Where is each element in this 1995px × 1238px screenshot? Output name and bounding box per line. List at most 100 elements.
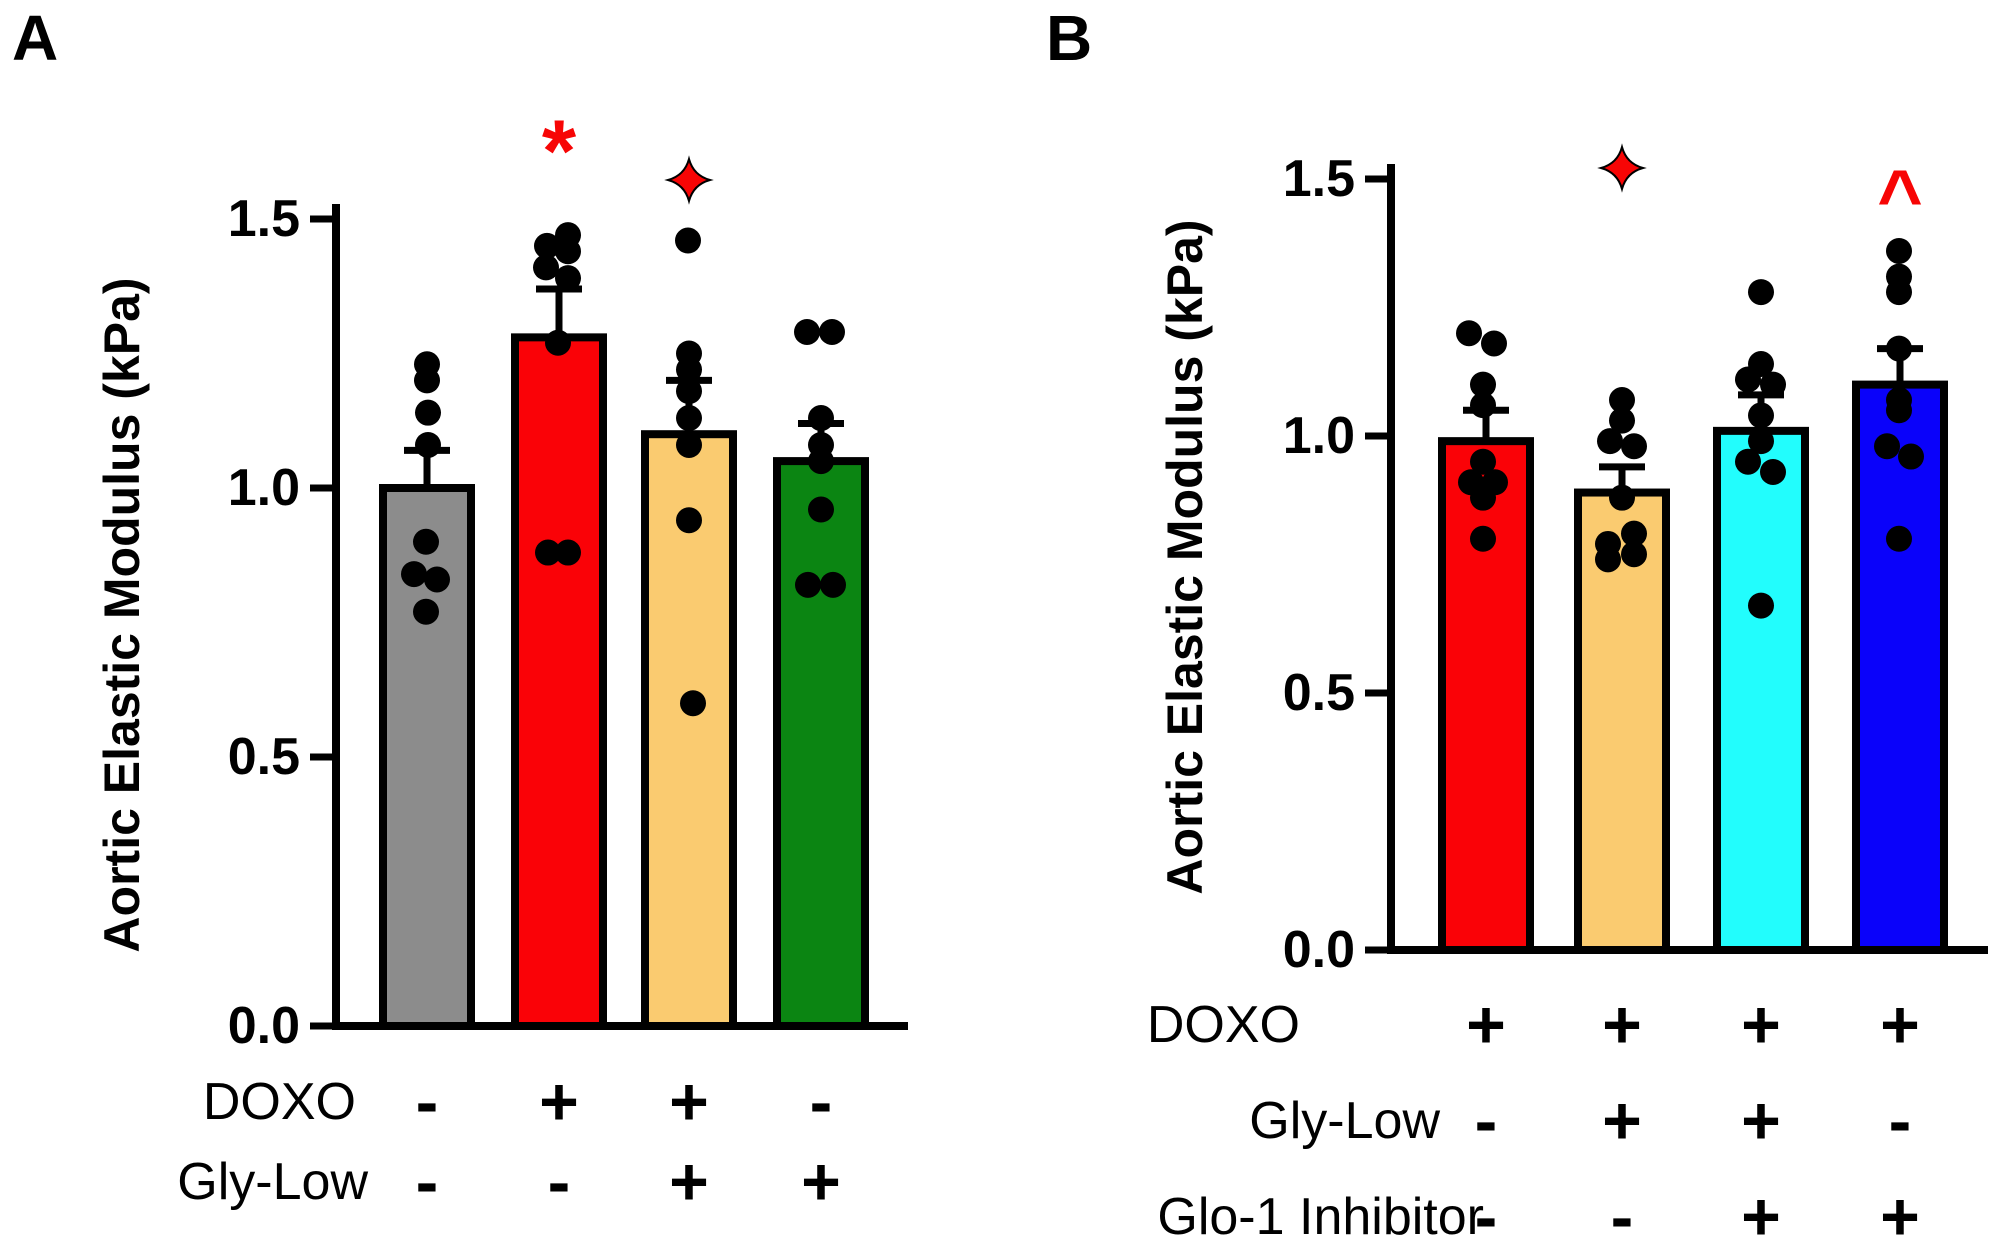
condition-row-label: Glo-1 Inhibitor	[1157, 1188, 1484, 1238]
bar	[379, 484, 475, 1030]
bar	[1574, 488, 1670, 954]
y-tick-label: 0.0	[1283, 921, 1355, 979]
significance-four-point-star-icon	[664, 155, 714, 205]
data-point-dot	[1886, 525, 1912, 552]
data-point-dot	[1621, 520, 1647, 547]
condition-symbol: +	[1741, 987, 1781, 1063]
condition-symbol: -	[548, 1144, 571, 1220]
condition-symbol: +	[669, 1144, 709, 1220]
condition-symbol: +	[669, 1064, 709, 1140]
y-tick-label: 0.5	[228, 728, 300, 786]
condition-symbol: -	[1889, 1083, 1912, 1159]
y-axis-title: Aortic Elastic Modulus (kPa)	[94, 277, 150, 952]
y-tick-label: 1.0	[1283, 407, 1355, 465]
condition-symbol: -	[416, 1144, 439, 1220]
bar	[773, 457, 869, 1031]
bar	[1713, 426, 1809, 954]
data-point-dot	[1470, 484, 1496, 511]
significance-four-point-star-icon	[1597, 143, 1647, 193]
y-tick-label: 1.0	[228, 459, 300, 517]
significance-caret: ^	[1877, 153, 1923, 241]
panel-a-label: A	[12, 2, 59, 74]
condition-symbol: -	[416, 1064, 439, 1140]
condition-symbol: +	[539, 1064, 579, 1140]
data-point-dot	[1470, 525, 1496, 552]
data-point-dot	[808, 496, 834, 523]
data-point-dot	[1760, 371, 1786, 398]
condition-symbol: +	[1741, 1179, 1781, 1238]
condition-symbol: +	[1602, 987, 1642, 1063]
condition-row-label: DOXO	[1147, 996, 1300, 1054]
data-point-dot	[1609, 407, 1635, 434]
condition-symbol: +	[1602, 1083, 1642, 1159]
bar	[1438, 437, 1534, 954]
data-point-dot	[1748, 402, 1774, 429]
data-point-dot	[415, 399, 441, 426]
condition-row-label: Gly-Low	[177, 1153, 368, 1211]
data-point-dot	[794, 318, 820, 345]
data-point-dot	[534, 232, 560, 259]
data-point-dot	[1886, 279, 1912, 306]
data-point-dot	[675, 227, 701, 254]
condition-symbol: -	[1611, 1179, 1634, 1238]
y-tick-label: 0.0	[228, 997, 300, 1055]
y-tick-label: 1.5	[1283, 150, 1355, 208]
data-point-dot	[1456, 320, 1482, 347]
data-point-dot	[680, 690, 706, 717]
data-point-dot	[1760, 458, 1786, 485]
data-point-dot	[1621, 541, 1647, 568]
data-point-dot	[1621, 433, 1647, 460]
data-point-dot	[555, 539, 581, 566]
data-point-dot	[1735, 366, 1761, 393]
condition-symbol: +	[1880, 1179, 1920, 1238]
data-point-dot	[1748, 592, 1774, 619]
data-point-dot	[1898, 443, 1924, 470]
data-point-dot	[1748, 279, 1774, 306]
data-point-dot	[1874, 433, 1900, 460]
data-point-dot	[808, 448, 834, 475]
data-point-dot	[808, 405, 834, 432]
significance-asterisk: *	[542, 101, 577, 200]
data-point-dot	[676, 405, 702, 432]
data-point-dot	[820, 571, 846, 598]
data-point-dot	[401, 561, 427, 588]
y-tick-label: 1.5	[228, 190, 300, 248]
data-point-dot	[676, 356, 702, 383]
data-point-dot	[1886, 335, 1912, 362]
data-point-dot	[414, 367, 440, 394]
data-point-dot	[1470, 392, 1496, 419]
y-tick-label: 0.5	[1283, 664, 1355, 722]
condition-symbol: +	[801, 1144, 841, 1220]
data-point-dot	[1886, 397, 1912, 424]
data-point-dot	[1470, 448, 1496, 475]
data-point-dot	[676, 431, 702, 458]
bar	[511, 333, 607, 1030]
data-point-dot	[424, 566, 450, 593]
data-point-dot	[535, 539, 561, 566]
data-point-dot	[819, 318, 845, 345]
condition-symbol: -	[1475, 1179, 1498, 1238]
data-point-dot	[1735, 448, 1761, 475]
data-point-dot	[415, 431, 441, 458]
condition-row-label: DOXO	[203, 1073, 356, 1131]
data-point-dot	[1609, 484, 1635, 511]
condition-symbol: +	[1466, 987, 1506, 1063]
condition-row-label: Gly-Low	[1249, 1092, 1440, 1150]
data-point-dot	[1481, 330, 1507, 357]
data-point-dot	[545, 329, 571, 356]
data-point-dot	[413, 528, 439, 555]
panel-b-label: B	[1046, 2, 1093, 74]
condition-symbol: -	[810, 1064, 833, 1140]
condition-symbol: -	[1475, 1083, 1498, 1159]
y-axis-title: Aortic Elastic Modulus (kPa)	[1157, 219, 1213, 894]
data-point-dot	[555, 265, 581, 292]
data-point-dot	[1748, 428, 1774, 455]
condition-symbol: +	[1880, 987, 1920, 1063]
data-point-dot	[533, 254, 559, 281]
data-point-dot	[413, 598, 439, 625]
data-point-dot	[676, 378, 702, 405]
data-point-dot	[795, 571, 821, 598]
data-point-dot	[1597, 428, 1623, 455]
